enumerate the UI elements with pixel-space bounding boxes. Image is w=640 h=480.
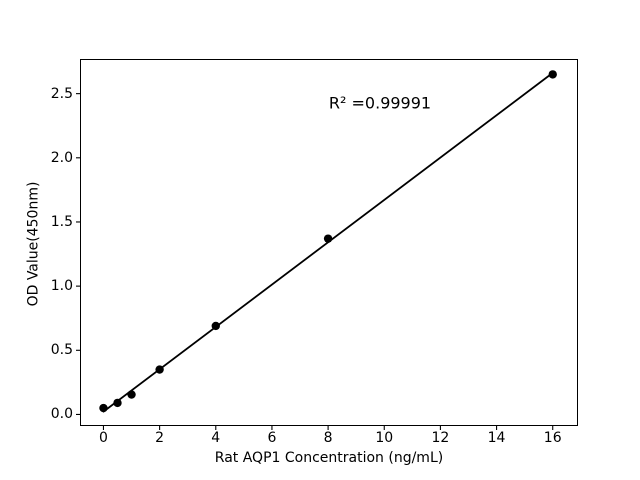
x-tick-label: 14 <box>487 430 506 446</box>
y-axis-label: OD Value(450nm) <box>25 181 42 307</box>
plot-area <box>80 59 578 426</box>
x-tick-label: 12 <box>431 430 450 446</box>
y-tick-label: 1.5 <box>50 213 73 230</box>
x-tick-label: 8 <box>323 430 333 446</box>
y-tick-label: 2.0 <box>50 149 73 166</box>
y-tick-label: 0.0 <box>50 406 73 423</box>
x-axis-label: Rat AQP1 Concentration (ng/mL) <box>214 450 444 466</box>
y-tick-label: 1.0 <box>50 278 73 295</box>
y-tick-label: 2.5 <box>50 85 73 102</box>
x-tick-label: 2 <box>155 430 165 446</box>
x-tick-label: 16 <box>543 430 562 446</box>
x-tick-label: 4 <box>211 430 221 446</box>
y-tick-label: 0.5 <box>50 342 73 359</box>
x-tick-label: 10 <box>375 430 394 446</box>
x-tick-label: 6 <box>267 430 277 446</box>
x-tick-label: 0 <box>98 430 108 446</box>
r-squared-annotation: R² =0.99991 <box>328 93 432 113</box>
